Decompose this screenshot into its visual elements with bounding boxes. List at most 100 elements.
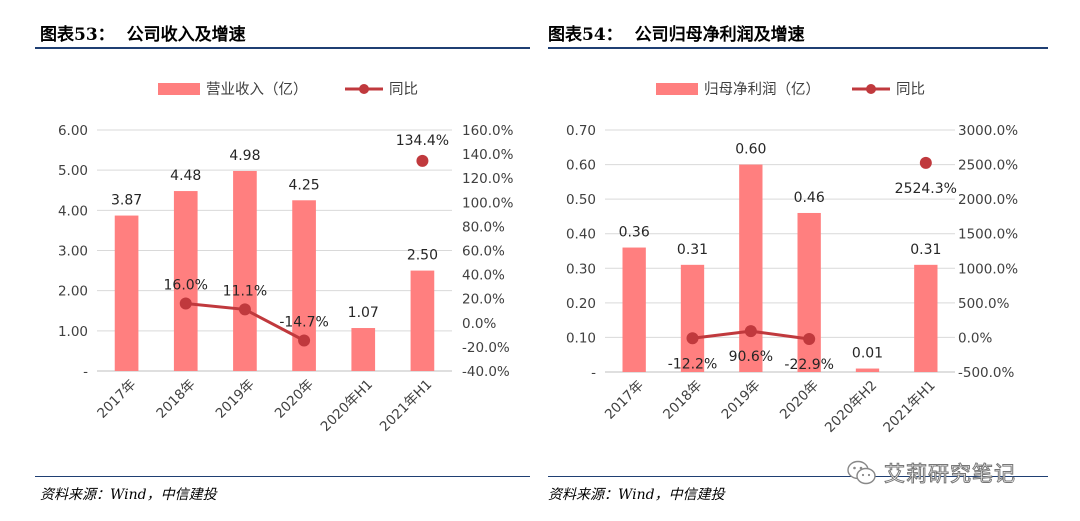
left-axis-tick-label: 6.00	[58, 123, 88, 139]
watermark: 艾莉研究笔记	[846, 458, 1016, 488]
bar	[351, 328, 376, 371]
right-axis-tick-label: 2000.0%	[958, 192, 1018, 208]
title-rule-right	[548, 47, 1048, 49]
right-axis-tick-label: 160.0%	[462, 123, 514, 139]
growth-point	[179, 297, 192, 310]
right-axis-tick-label: 0.0%	[462, 316, 496, 332]
growth-point	[238, 303, 251, 316]
left-axis-tick-label: 2.00	[58, 284, 88, 300]
left-axis-tick-label: 0.20	[566, 296, 596, 312]
bar-value-label: 2.50	[407, 248, 438, 264]
right-axis-tick-label: 40.0%	[462, 268, 505, 284]
right-axis-tick-label: 100.0%	[462, 195, 514, 211]
bar-value-label: 0.01	[852, 346, 883, 362]
revenue-chart: - 1.00 2.00 3.00 4.00 5.00 6.00 -40.0% -20.0% 0.0…	[58, 81, 514, 435]
bar	[114, 215, 139, 371]
right-axis-tick-label: 3000.0%	[958, 123, 1018, 139]
right-axis-tick-label: 0.0%	[958, 330, 992, 346]
left-axis-tick-label: 5.00	[58, 163, 88, 179]
bar-value-label: 0.60	[735, 142, 766, 158]
source-note-left: 资料来源：Wind，中信建投	[40, 487, 217, 503]
x-axis-label: 2017年	[602, 378, 647, 423]
growth-point	[298, 334, 311, 347]
x-axis-label: 2020年	[777, 378, 822, 423]
bar	[292, 200, 316, 371]
growth-value-label: 11.1%	[223, 283, 267, 299]
bar-value-label: 4.48	[170, 168, 201, 184]
left-axis-tick-label: 0.40	[566, 227, 596, 243]
right-axis-tick-label: 2500.0%	[958, 158, 1018, 174]
bar-value-label: 4.25	[288, 177, 319, 193]
left-panel: 图表53： 公司收入及增速 - 1.00 2.00 3.00 4.00 5.00 6.00 -4…	[35, 20, 530, 503]
growth-value-label: -12.2%	[668, 356, 718, 372]
bar	[914, 264, 938, 372]
right-axis-tick-label: -500.0%	[958, 365, 1015, 381]
bar	[173, 191, 198, 371]
growth-value-label: 16.0%	[164, 278, 208, 294]
title-rule-left	[35, 47, 530, 49]
bar-value-label: 4.98	[229, 148, 260, 164]
left-axis-tick-label: 0.10	[566, 330, 596, 346]
legend-line-label: 同比	[896, 81, 925, 98]
growth-value-label: 2524.3%	[895, 181, 957, 197]
right-axis-tick-label: 1500.0%	[958, 227, 1018, 243]
left-axis-tick-label: 4.00	[58, 203, 88, 219]
bar-value-label: 0.31	[910, 242, 941, 258]
legend-bar-swatch	[656, 83, 698, 95]
left-axis-tick-label: 3.00	[58, 244, 88, 260]
left-axis-tick-label: 0.70	[566, 123, 596, 139]
left-axis-tick-label: 0.60	[566, 158, 596, 174]
bar	[622, 247, 646, 372]
growth-value-label: 134.4%	[396, 133, 449, 149]
x-axis-label: 2017年	[94, 377, 139, 422]
bar	[410, 270, 435, 371]
right-axis-tick-label: 1000.0%	[958, 261, 1018, 277]
left-axis-tick-label: -	[83, 364, 88, 380]
right-axis-tick-label: -20.0%	[462, 340, 510, 356]
growth-value-label: 90.6%	[729, 349, 773, 365]
growth-point	[686, 332, 699, 345]
left-axis-tick-label: -	[591, 365, 596, 381]
x-axis-label: 2018年	[153, 377, 198, 422]
x-axis-label: 2021年H1	[880, 378, 938, 436]
x-axis-label: 2018年	[660, 378, 705, 423]
x-axis-label: 2019年	[719, 378, 764, 423]
bar	[233, 170, 257, 371]
net-profit-chart: - 0.10 0.20 0.30 0.40 0.50 0.60 0.70 -500.0% 0.0%…	[566, 81, 1018, 436]
legend-line-marker	[359, 84, 369, 94]
growth-value-label: -14.7%	[279, 315, 329, 331]
growth-point	[744, 325, 757, 338]
right-axis-tick-label: -40.0%	[462, 364, 510, 380]
legend-bar-label: 营业收入（亿）	[206, 81, 308, 98]
source-note-right: 资料来源：Wind，中信建投	[548, 487, 725, 503]
x-axis-label: 2021年H1	[377, 377, 435, 435]
growth-point	[919, 156, 932, 169]
x-axis-label: 2020年H1	[318, 377, 376, 435]
source-rule-right	[548, 476, 1048, 477]
bar-value-label: 0.36	[619, 225, 650, 241]
legend-bar-label: 归母净利润（亿）	[704, 81, 820, 98]
chart-number-right: 图表54：	[548, 25, 623, 45]
right-axis-tick-label: 120.0%	[462, 171, 514, 187]
chart-number-left: 图表53：	[40, 25, 115, 45]
chart-title-left: 图表53： 公司收入及增速	[40, 20, 246, 45]
watermark-text: 艾莉研究笔记	[884, 462, 1016, 487]
right-axis-tick-label: 80.0%	[462, 219, 505, 235]
legend-line-marker	[866, 84, 876, 94]
bar-value-label: 1.07	[348, 305, 379, 321]
right-axis-tick-label: 500.0%	[958, 296, 1010, 312]
bar-value-label: 3.87	[111, 193, 142, 209]
left-axis-tick-label: 1.00	[58, 324, 88, 340]
bar	[855, 368, 880, 372]
bar-value-label: 0.46	[794, 190, 825, 206]
left-axis-tick-label: 0.50	[566, 192, 596, 208]
x-axis-label: 2020年	[272, 377, 317, 422]
growth-point	[803, 333, 816, 346]
x-axis-label: 2020年H2	[822, 378, 880, 436]
wechat-icon	[847, 460, 876, 485]
right-axis-tick-label: 20.0%	[462, 292, 505, 308]
growth-point	[416, 154, 429, 167]
source-rule-left	[35, 476, 530, 477]
legend-line-label: 同比	[389, 81, 418, 98]
right-axis-tick-label: 140.0%	[462, 147, 514, 163]
